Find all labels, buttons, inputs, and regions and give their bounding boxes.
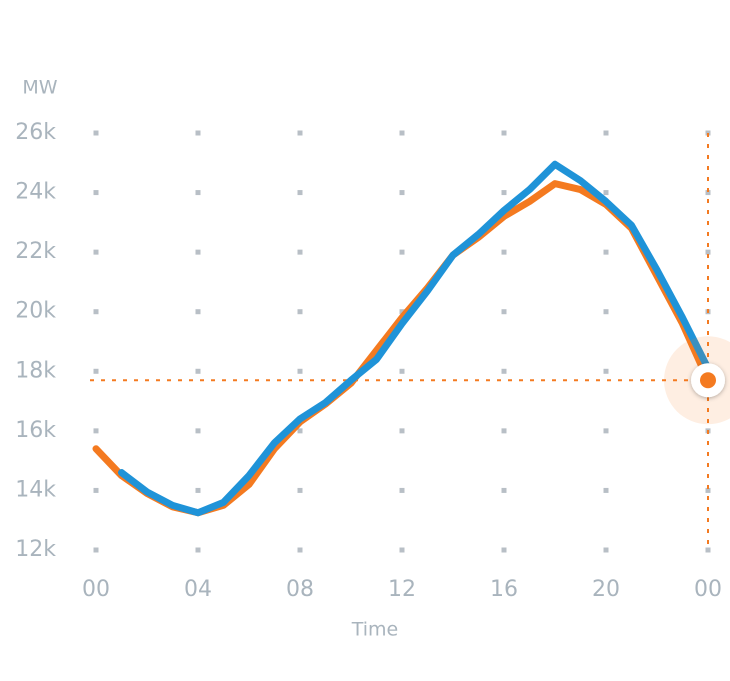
x-tick-label: 08: [286, 577, 314, 602]
grid-dot: [297, 547, 303, 553]
grid-dot: [603, 190, 609, 196]
grid-dot: [195, 249, 201, 255]
grid-dot: [297, 249, 303, 255]
grid-dot: [603, 368, 609, 374]
grid-dot: [297, 487, 303, 493]
grid-dot: [297, 368, 303, 374]
grid-dot: [501, 249, 507, 255]
y-tick-label: 26k: [15, 120, 56, 145]
series-line: [118, 160, 712, 517]
x-axis-title: Time: [351, 619, 399, 641]
grid-dot: [705, 547, 711, 553]
grid-dot: [705, 487, 711, 493]
grid-dot: [501, 487, 507, 493]
grid-dot: [93, 428, 99, 434]
y-tick-label: 22k: [15, 239, 56, 264]
grid-dot: [501, 547, 507, 553]
grid-dot: [195, 190, 201, 196]
grid-dot: [195, 428, 201, 434]
grid-dot: [93, 130, 99, 136]
x-tick-label: 00: [82, 577, 110, 602]
grid-dot: [93, 249, 99, 255]
y-tick-label: 24k: [15, 180, 56, 205]
grid-dot: [399, 368, 405, 374]
grid-dot: [603, 309, 609, 315]
y-tick-label: 18k: [15, 358, 56, 383]
grid-dot: [603, 487, 609, 493]
y-tick-label: 12k: [15, 537, 56, 562]
focus-point: [700, 372, 716, 389]
grid-dot: [399, 130, 405, 136]
grid-dot: [603, 428, 609, 434]
grid-dot: [501, 190, 507, 196]
grid-dot: [93, 547, 99, 553]
grid-dot: [93, 487, 99, 493]
grid-dot: [399, 249, 405, 255]
grid-dot: [195, 547, 201, 553]
grid-dot: [399, 190, 405, 196]
grid-dot: [297, 428, 303, 434]
grid-dot: [195, 487, 201, 493]
grid-dot: [603, 130, 609, 136]
grid-dot: [603, 249, 609, 255]
grid-dot: [399, 428, 405, 434]
grid-dot: [501, 428, 507, 434]
grid-dot: [399, 547, 405, 553]
grid-dot: [705, 249, 711, 255]
grid-dot: [297, 190, 303, 196]
grid-dot: [399, 309, 405, 315]
y-tick-label: 20k: [15, 299, 56, 324]
x-tick-label: 04: [184, 577, 212, 602]
x-tick-label: 12: [388, 577, 416, 602]
x-tick-label: 00: [694, 577, 722, 602]
grid-dot: [195, 130, 201, 136]
grid-dot: [195, 309, 201, 315]
x-tick-label: 20: [592, 577, 620, 602]
y-axis-title: MW: [22, 77, 57, 99]
grid-dot: [501, 309, 507, 315]
grid-dot: [297, 130, 303, 136]
grid-dot: [195, 368, 201, 374]
grid-dot: [297, 309, 303, 315]
x-tick-label: 16: [490, 577, 518, 602]
grid-dot: [93, 368, 99, 374]
grid-dot: [705, 190, 711, 196]
grid-dot: [501, 130, 507, 136]
grid-dot: [93, 190, 99, 196]
grid-dot: [399, 487, 405, 493]
y-tick-label: 16k: [15, 418, 56, 443]
grid-dot: [93, 309, 99, 315]
grid-dot: [603, 547, 609, 553]
grid-dot: [501, 368, 507, 374]
series-line: [92, 180, 712, 517]
y-tick-label: 14k: [15, 477, 56, 502]
